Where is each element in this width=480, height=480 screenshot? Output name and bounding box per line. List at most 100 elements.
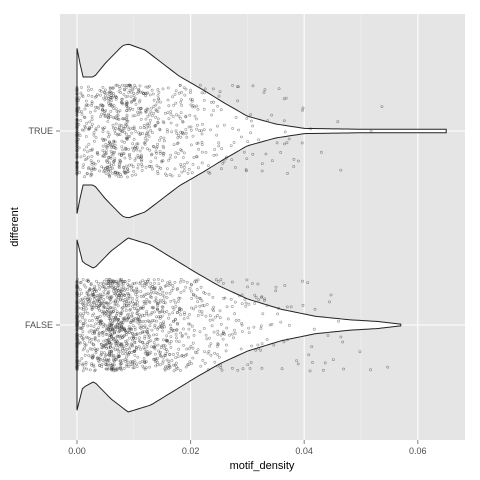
point bbox=[144, 165, 148, 169]
point bbox=[171, 305, 175, 309]
point bbox=[173, 167, 177, 171]
point bbox=[119, 159, 122, 163]
point bbox=[287, 323, 291, 327]
point bbox=[130, 131, 134, 135]
point bbox=[176, 136, 180, 140]
point bbox=[210, 113, 214, 117]
point bbox=[212, 330, 216, 334]
point bbox=[75, 318, 79, 322]
point bbox=[156, 304, 160, 308]
point bbox=[230, 280, 234, 284]
point bbox=[108, 345, 112, 349]
point bbox=[123, 293, 126, 297]
point bbox=[120, 101, 123, 105]
point bbox=[75, 149, 79, 153]
point bbox=[134, 173, 138, 177]
point bbox=[182, 151, 186, 155]
point bbox=[78, 334, 82, 337]
point bbox=[75, 289, 79, 293]
point bbox=[236, 99, 240, 103]
point bbox=[200, 140, 204, 144]
point bbox=[104, 301, 108, 305]
point bbox=[117, 296, 120, 300]
point bbox=[180, 334, 184, 337]
point bbox=[92, 305, 95, 309]
point bbox=[75, 314, 79, 318]
point bbox=[249, 113, 253, 117]
point bbox=[113, 116, 117, 120]
point bbox=[93, 295, 97, 299]
point bbox=[186, 363, 190, 367]
points-true bbox=[75, 83, 384, 179]
point bbox=[104, 306, 107, 310]
point bbox=[100, 330, 104, 334]
point bbox=[164, 353, 168, 357]
point bbox=[166, 281, 169, 285]
point bbox=[162, 121, 166, 125]
point bbox=[75, 307, 79, 311]
point bbox=[168, 156, 172, 160]
point bbox=[97, 360, 101, 364]
point bbox=[265, 304, 269, 307]
point bbox=[189, 143, 193, 147]
point bbox=[143, 136, 147, 140]
point bbox=[190, 171, 194, 175]
point bbox=[102, 322, 106, 326]
point bbox=[217, 355, 221, 359]
point bbox=[159, 346, 163, 350]
point bbox=[137, 322, 141, 326]
point bbox=[192, 328, 196, 332]
point bbox=[90, 362, 94, 366]
point bbox=[109, 317, 112, 321]
point bbox=[75, 304, 79, 308]
point bbox=[199, 285, 203, 289]
point bbox=[128, 336, 131, 340]
point bbox=[89, 283, 93, 287]
point bbox=[97, 125, 101, 129]
point bbox=[131, 86, 135, 90]
point bbox=[117, 152, 121, 156]
point bbox=[135, 298, 139, 302]
point bbox=[112, 300, 116, 304]
point bbox=[155, 100, 159, 104]
point bbox=[287, 137, 291, 141]
point bbox=[121, 148, 125, 152]
point bbox=[154, 150, 158, 154]
point bbox=[120, 328, 124, 332]
point bbox=[185, 135, 189, 139]
point bbox=[172, 298, 176, 302]
point bbox=[75, 328, 79, 331]
point bbox=[163, 347, 167, 351]
point bbox=[120, 293, 123, 297]
point bbox=[184, 131, 188, 135]
point bbox=[275, 141, 279, 145]
point bbox=[126, 106, 130, 110]
point bbox=[127, 128, 131, 132]
point bbox=[154, 296, 158, 300]
point bbox=[87, 88, 90, 92]
point bbox=[106, 167, 110, 171]
point bbox=[149, 312, 153, 316]
point bbox=[249, 361, 253, 364]
point bbox=[90, 95, 94, 98]
point bbox=[285, 305, 289, 309]
point bbox=[113, 280, 117, 284]
point bbox=[131, 146, 135, 150]
point bbox=[151, 92, 155, 96]
point bbox=[179, 313, 183, 317]
point bbox=[75, 368, 79, 372]
point bbox=[87, 94, 90, 97]
point bbox=[199, 364, 203, 368]
point bbox=[111, 126, 115, 130]
point bbox=[161, 329, 165, 333]
point bbox=[108, 298, 112, 302]
point bbox=[78, 288, 82, 292]
point bbox=[154, 156, 158, 160]
point bbox=[117, 355, 120, 359]
point bbox=[106, 367, 110, 371]
point bbox=[308, 369, 312, 373]
point bbox=[83, 124, 87, 128]
point bbox=[154, 298, 158, 302]
point bbox=[97, 339, 100, 343]
